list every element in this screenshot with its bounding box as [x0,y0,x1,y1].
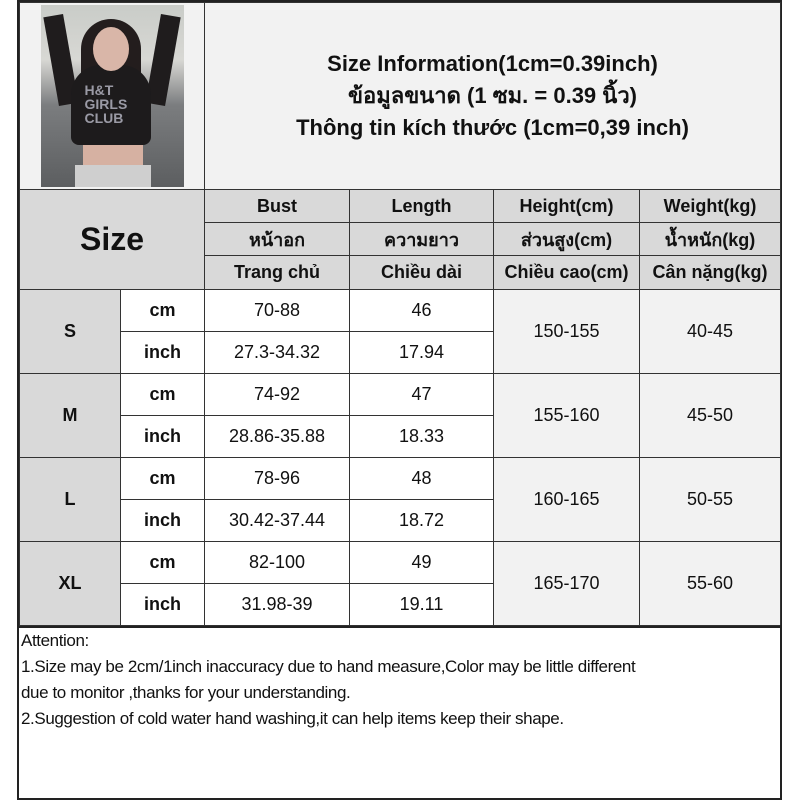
bust-cm: 70-88 [204,289,350,332]
unit-inch: inch [120,583,205,626]
bust-cm: 74-92 [204,373,350,416]
col-bust-vi: Trang chủ [204,255,350,290]
unit-cm: cm [120,373,205,416]
col-length-en: Length [349,189,494,223]
table-row: inch 31.98-39 19.11 [20,583,781,626]
col-length-vi: Chiều dài [349,255,494,290]
col-bust-th: หน้าอก [204,222,350,256]
length-inch: 18.72 [349,499,494,542]
notes-heading: Attention: [21,631,89,650]
height-range: 165-170 [493,541,640,626]
unit-cm: cm [120,541,205,584]
product-photo: H&T GIRLS CLUB [40,5,184,187]
bust-inch: 28.86-35.88 [204,415,350,458]
table-row: inch 28.86-35.88 18.33 [20,415,781,458]
height-range: 160-165 [493,457,640,542]
shirt-print: H&T GIRLS CLUB [84,82,128,126]
unit-inch: inch [120,499,205,542]
title-vi: Thông tin kích thước (1cm=0,39 inch) [296,115,689,140]
note-1-cont: due to monitor ,thanks for your understa… [21,683,351,702]
size-table: H&T GIRLS CLUB Size Information(1cm=0.39… [19,2,781,626]
length-cm: 48 [349,457,494,500]
height-range: 150-155 [493,289,640,374]
bust-inch: 31.98-39 [204,583,350,626]
size-chart: H&T GIRLS CLUB Size Information(1cm=0.39… [17,0,782,628]
note-2: 2.Suggestion of cold water hand washing,… [21,709,564,728]
col-height-th: ส่วนสูง(cm) [493,222,640,256]
col-weight-vi: Cân nặng(kg) [639,255,781,290]
size-label: XL [19,541,121,626]
col-bust-en: Bust [204,189,350,223]
col-height-en: Height(cm) [493,189,640,223]
unit-inch: inch [120,415,205,458]
bust-inch: 27.3-34.32 [204,331,350,374]
title-cell: Size Information(1cm=0.39inch) ข้อมูลขนา… [204,2,781,190]
size-label: M [19,373,121,458]
weight-range: 50-55 [639,457,781,542]
length-inch: 17.94 [349,331,494,374]
col-length-th: ความยาว [349,222,494,256]
weight-range: 55-60 [639,541,781,626]
note-1: 1.Size may be 2cm/1inch inaccuracy due t… [21,657,636,676]
product-photo-cell: H&T GIRLS CLUB [19,2,205,190]
col-weight-th: น้ำหนัก(kg) [639,222,781,256]
size-label: L [19,457,121,542]
bust-cm: 82-100 [204,541,350,584]
title-en: Size Information(1cm=0.39inch) [327,51,658,76]
unit-cm: cm [120,289,205,332]
table-row: inch 27.3-34.32 17.94 [20,331,781,374]
size-header: Size [19,189,205,290]
length-cm: 47 [349,373,494,416]
table-row: inch 30.42-37.44 18.72 [20,499,781,542]
size-label: S [19,289,121,374]
length-inch: 19.11 [349,583,494,626]
bust-inch: 30.42-37.44 [204,499,350,542]
height-range: 155-160 [493,373,640,458]
bust-cm: 78-96 [204,457,350,500]
unit-cm: cm [120,457,205,500]
title-th: ข้อมูลขนาด (1 ซม. = 0.39 นิ้ว) [347,83,637,108]
unit-inch: inch [120,331,205,374]
weight-range: 45-50 [639,373,781,458]
table-row: XL cm 82-100 49 165-170 55-60 [19,541,781,626]
attention-notes: Attention: 1.Size may be 2cm/1inch inacc… [17,625,782,800]
col-weight-en: Weight(kg) [639,189,781,223]
length-cm: 46 [349,289,494,332]
length-inch: 18.33 [349,415,494,458]
length-cm: 49 [349,541,494,584]
col-height-vi: Chiều cao(cm) [493,255,640,290]
weight-range: 40-45 [639,289,781,374]
